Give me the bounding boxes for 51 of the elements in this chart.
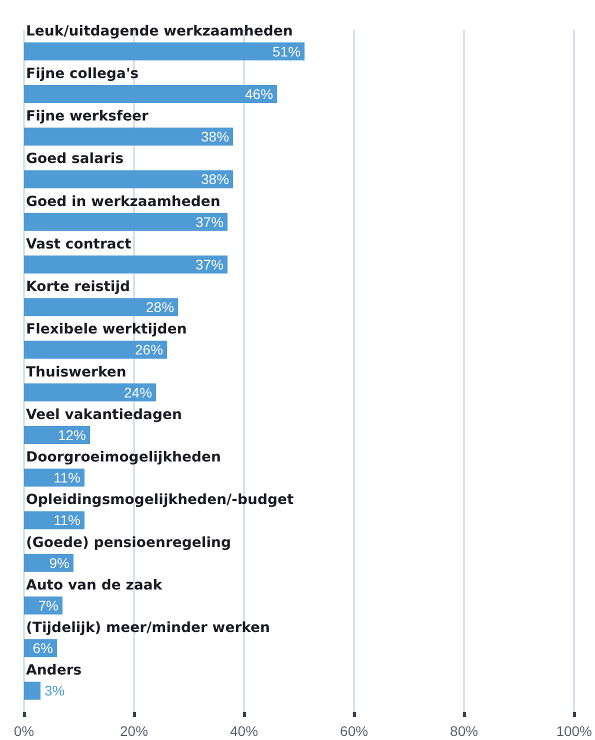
y-tick-label: Opleidingsmogelijkheden/-budget	[26, 492, 294, 508]
data-label: 7%	[38, 597, 59, 614]
y-tick-label: Doorgroeimogelijkheden	[26, 450, 221, 466]
bar	[24, 426, 90, 444]
x-tick-label: 20%	[120, 723, 148, 739]
y-tick-label: Auto van de zaak	[26, 577, 163, 594]
bar	[24, 682, 41, 700]
y-tick-label: Thuiswerken	[26, 364, 126, 380]
data-label: 38%	[201, 128, 230, 145]
data-label: 51%	[272, 43, 301, 60]
data-label: 11%	[54, 512, 81, 528]
x-tick-label: 80%	[450, 723, 478, 739]
bar	[24, 340, 168, 359]
bar	[24, 84, 278, 103]
data-label: 46%	[245, 86, 274, 102]
bar	[24, 212, 228, 231]
data-label: 3%	[44, 682, 65, 699]
bar	[24, 128, 234, 146]
y-tick-label: Korte reistijd	[26, 279, 130, 296]
bar	[24, 468, 85, 487]
data-label: 26%	[134, 342, 164, 358]
y-tick-label: (Tijdelijk) meer/minder werken	[26, 620, 270, 636]
bar	[24, 298, 178, 316]
x-tick-label: 60%	[340, 723, 368, 739]
data-label: 9%	[49, 554, 70, 571]
data-label: 37%	[196, 256, 224, 272]
data-label: 12%	[58, 426, 86, 443]
y-tick-label: Fijne werksfeer	[26, 108, 149, 125]
bar	[24, 383, 156, 402]
data-label: 11%	[54, 470, 81, 486]
y-tick-label: (Goede) pensioenregeling	[26, 534, 231, 551]
x-tick-label: 100%	[556, 723, 592, 739]
data-label: 28%	[146, 299, 174, 316]
bar	[24, 511, 85, 530]
y-tick-label: Fijne collega's	[26, 66, 139, 82]
y-tick-label: Leuk/uitdagende werkzaamheden	[26, 23, 293, 40]
y-tick-label: Vast contract	[26, 236, 132, 252]
x-tick-label: 0%	[14, 723, 34, 739]
y-tick-label: Veel vakantiedagen	[26, 406, 182, 423]
data-label: 6%	[32, 640, 54, 656]
y-tick-label: Goed salaris	[26, 151, 124, 168]
data-label: 38%	[201, 171, 230, 188]
y-tick-label: Goed in werkzaamheden	[26, 194, 220, 210]
data-label: 37%	[196, 214, 224, 230]
data-label: 24%	[124, 384, 152, 400]
bar	[24, 170, 234, 188]
bar	[24, 42, 305, 60]
bar	[24, 255, 228, 274]
y-tick-label: Flexibele werktijden	[26, 322, 187, 338]
x-tick-label: 40%	[230, 723, 258, 739]
y-tick-label: Anders	[26, 662, 82, 679]
